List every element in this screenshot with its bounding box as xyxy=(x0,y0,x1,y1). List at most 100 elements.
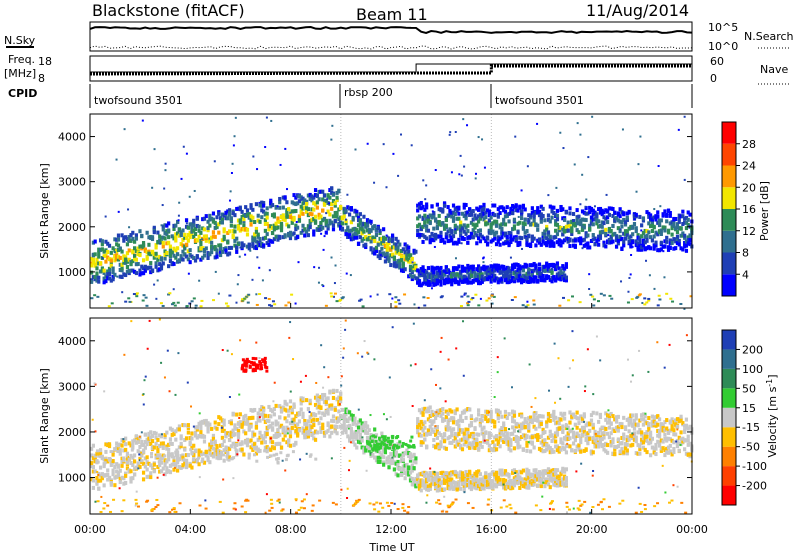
data-cell xyxy=(337,418,341,423)
data-cell xyxy=(131,250,135,255)
data-cell xyxy=(131,445,135,450)
data-cell xyxy=(511,425,515,430)
data-cell xyxy=(683,233,687,238)
data-cell xyxy=(136,246,140,251)
data-cell xyxy=(124,447,128,452)
data-cell xyxy=(477,264,481,269)
data-cell xyxy=(514,439,518,444)
data-cell xyxy=(611,440,615,445)
data-cell xyxy=(527,275,531,280)
data-cell xyxy=(534,243,538,248)
data-cell xyxy=(661,426,665,431)
data-cell xyxy=(122,476,126,481)
data-cell xyxy=(143,432,147,437)
data-cell xyxy=(213,245,217,250)
data-cell xyxy=(389,253,393,258)
data-cell xyxy=(324,400,328,405)
data-cell xyxy=(167,457,171,462)
data-cell xyxy=(188,252,192,257)
data-cell xyxy=(308,192,312,197)
data-cell xyxy=(464,216,468,221)
data-cell xyxy=(206,228,210,233)
data-cell xyxy=(430,237,434,242)
ground-cell xyxy=(167,293,171,296)
data-cell xyxy=(543,264,547,269)
data-cell xyxy=(118,442,122,447)
data-cell xyxy=(434,217,438,222)
data-cell xyxy=(552,211,556,216)
data-cell xyxy=(426,406,431,411)
data-cell xyxy=(656,214,660,219)
data-cell xyxy=(460,226,465,231)
data-cell xyxy=(254,424,259,429)
data-cell xyxy=(521,421,525,426)
data-cell xyxy=(681,421,685,426)
data-cell xyxy=(577,433,581,438)
data-cell xyxy=(595,221,599,226)
data-cell xyxy=(371,235,375,240)
data-cell xyxy=(204,422,208,427)
data-cell xyxy=(91,469,95,474)
data-cell xyxy=(326,428,330,433)
data-cell xyxy=(469,212,474,217)
data-cell xyxy=(104,248,108,253)
ground-cell xyxy=(241,299,245,302)
data-cell xyxy=(460,268,465,273)
data-cell xyxy=(220,428,224,433)
scatter-cell xyxy=(607,234,610,237)
ground-cell xyxy=(273,303,277,306)
data-cell xyxy=(385,241,389,246)
data-cell xyxy=(552,275,556,280)
data-cell xyxy=(360,227,364,232)
data-cell xyxy=(643,432,647,437)
data-cell xyxy=(469,231,474,236)
data-cell xyxy=(290,220,294,225)
data-cell xyxy=(487,267,491,272)
data-cell xyxy=(663,228,667,233)
data-cell xyxy=(471,222,475,227)
data-cell xyxy=(416,233,420,238)
data-cell xyxy=(163,472,167,477)
data-cell xyxy=(292,404,296,409)
data-cell xyxy=(555,240,560,245)
data-cell xyxy=(308,398,312,403)
data-cell xyxy=(613,428,617,433)
data-cell xyxy=(159,266,164,271)
data-cell xyxy=(339,424,343,429)
ground-cell xyxy=(397,299,401,302)
data-cell xyxy=(649,453,653,458)
data-cell xyxy=(177,258,181,263)
data-cell xyxy=(677,238,681,243)
data-cell xyxy=(597,242,601,247)
data-cell xyxy=(305,398,309,403)
data-cell xyxy=(374,447,379,452)
data-cell xyxy=(226,431,230,436)
data-cell xyxy=(204,238,208,243)
data-cell xyxy=(292,209,296,214)
data-cell xyxy=(326,411,330,416)
freq-unit-label: [MHz] xyxy=(4,67,36,80)
data-cell xyxy=(344,229,348,234)
data-cell xyxy=(478,228,482,233)
data-cell xyxy=(226,446,230,451)
data-cell xyxy=(514,273,518,278)
data-cell xyxy=(657,248,662,253)
data-cell xyxy=(672,446,676,451)
data-cell xyxy=(636,247,640,252)
data-cell xyxy=(627,210,631,215)
data-cell xyxy=(263,228,267,233)
data-cell xyxy=(566,443,570,448)
data-cell xyxy=(374,228,379,233)
data-cell xyxy=(288,230,293,235)
data-cell xyxy=(589,219,594,224)
data-cell xyxy=(292,193,296,198)
ground-cell xyxy=(245,295,249,298)
data-cell xyxy=(425,471,429,476)
data-cell xyxy=(464,225,468,230)
data-cell xyxy=(195,216,199,221)
data-cell xyxy=(179,230,183,235)
data-cell xyxy=(430,427,434,432)
data-cell xyxy=(365,228,370,233)
data-cell xyxy=(416,482,420,487)
